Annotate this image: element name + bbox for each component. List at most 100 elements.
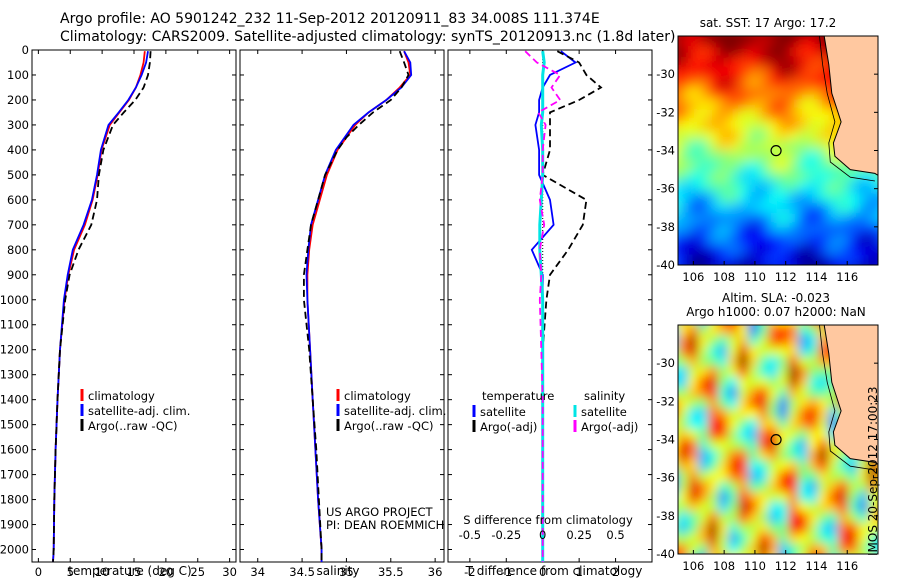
map-cell xyxy=(768,119,779,131)
map-cell xyxy=(758,56,769,69)
y-tick-label: -30 xyxy=(656,67,675,81)
map-cell xyxy=(818,88,829,100)
map-cell xyxy=(678,46,689,58)
map-cell xyxy=(868,171,878,183)
map-cell xyxy=(878,57,889,68)
map-cell xyxy=(788,449,799,462)
map-cell xyxy=(688,77,699,90)
map-cell xyxy=(718,98,729,110)
x-tick-label: 30 xyxy=(222,565,237,579)
legend-label: climatology xyxy=(88,389,155,403)
map-cell xyxy=(768,356,779,368)
map-cell xyxy=(808,202,819,214)
map-cell xyxy=(758,140,769,152)
map-cell xyxy=(828,160,839,173)
y-tick-label: -38 xyxy=(656,509,675,523)
map-cell xyxy=(708,366,719,379)
map-cell xyxy=(778,512,789,524)
map-cell xyxy=(758,150,769,162)
map-cell xyxy=(848,244,859,256)
legend-label: satellite xyxy=(480,405,526,419)
map-cell xyxy=(798,397,809,410)
map-cell xyxy=(708,501,719,514)
map-cell xyxy=(678,335,679,347)
map-cell xyxy=(758,512,769,524)
map-cell xyxy=(818,418,829,431)
legend-label: satellite-adj. clim. xyxy=(88,404,190,418)
map-cell xyxy=(728,233,739,246)
map-cell xyxy=(798,140,809,152)
map-cell xyxy=(748,397,759,410)
map-cell xyxy=(758,171,769,183)
map-cell xyxy=(758,418,769,431)
map-cell xyxy=(768,408,779,420)
map-cell xyxy=(748,98,759,110)
map-cell xyxy=(748,212,759,225)
map-cell xyxy=(808,470,819,483)
map-cell xyxy=(878,119,889,130)
map-cell xyxy=(708,254,719,265)
map-cell xyxy=(758,36,769,48)
map-cell xyxy=(828,408,839,420)
map-cell xyxy=(798,129,809,142)
map-cell xyxy=(718,543,729,554)
map-cell xyxy=(748,223,759,235)
map-cell xyxy=(818,366,829,379)
map-cell xyxy=(798,377,809,389)
map-cell xyxy=(698,387,709,399)
map-cell xyxy=(818,449,829,462)
map-cell xyxy=(688,470,699,483)
map-cell xyxy=(808,387,819,399)
map-cell xyxy=(858,171,869,183)
map-cell xyxy=(768,129,779,142)
map-cell xyxy=(808,377,819,389)
map-cell xyxy=(878,46,889,57)
map-cell xyxy=(748,56,759,69)
map-cell xyxy=(778,212,789,225)
map-cell xyxy=(708,98,719,110)
map-cell xyxy=(798,460,809,472)
map-cell xyxy=(738,449,749,462)
map-cell xyxy=(818,377,829,389)
map-cell xyxy=(678,387,689,399)
map-cell xyxy=(768,418,779,431)
map-cell xyxy=(688,212,699,225)
map-cell xyxy=(748,171,759,183)
map-cell xyxy=(778,233,789,246)
map-cell xyxy=(858,460,869,472)
map-cell xyxy=(728,377,739,389)
map-cell xyxy=(728,77,739,90)
map-cell xyxy=(768,377,779,389)
map-cell xyxy=(698,429,709,441)
map-cell xyxy=(768,181,779,194)
map-cell xyxy=(748,377,759,389)
map-cell xyxy=(788,533,799,545)
x-tick-label: 15 xyxy=(127,565,142,579)
map-cell xyxy=(678,377,679,389)
map-cell xyxy=(708,150,719,162)
map-cell xyxy=(868,522,878,535)
map-cell xyxy=(678,418,689,431)
map-cell xyxy=(868,501,878,514)
x-axis-label: temperature (deg C) xyxy=(68,564,191,578)
map-cell xyxy=(698,501,709,514)
map-cell xyxy=(758,387,769,399)
map-cell xyxy=(788,77,799,90)
map-cell xyxy=(748,449,759,462)
map-cell xyxy=(758,181,769,194)
map-cell xyxy=(718,439,729,451)
map-cell xyxy=(678,150,689,162)
map-cell xyxy=(878,171,889,182)
map-cell xyxy=(758,88,769,100)
map-cell xyxy=(758,202,769,214)
map-cell xyxy=(848,36,859,37)
map-cell xyxy=(828,108,839,121)
map-cells xyxy=(678,325,878,554)
map-title: Altim. SLA: -0.023 xyxy=(722,291,830,305)
map-cell xyxy=(798,77,809,90)
map-cell xyxy=(768,233,779,246)
x-tick-label: 34 xyxy=(250,565,265,579)
map-cell xyxy=(808,345,819,358)
map-cell xyxy=(698,533,709,545)
